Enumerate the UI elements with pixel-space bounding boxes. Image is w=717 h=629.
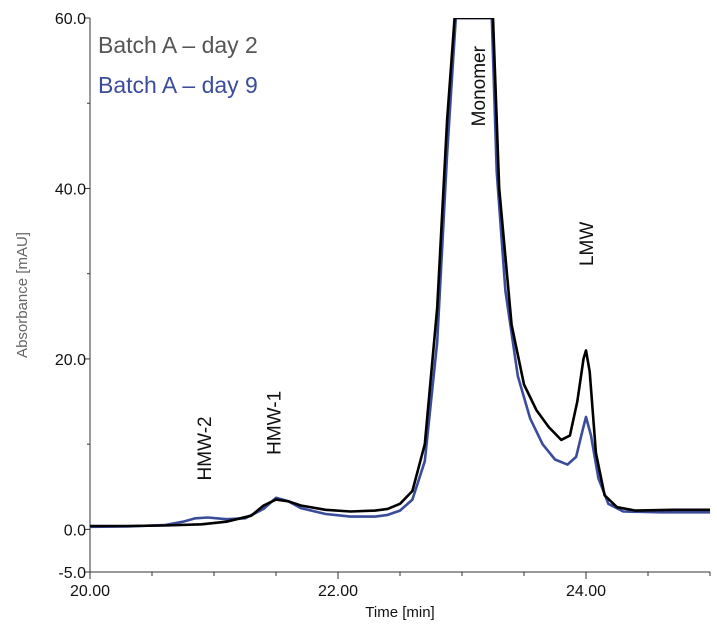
y-tick-label: 0.0 xyxy=(64,522,86,539)
y-tick-label: 60.0 xyxy=(55,11,86,28)
legend: Batch A – day 2 Batch A – day 9 xyxy=(98,32,258,98)
y-tick-label: 20.0 xyxy=(55,352,86,369)
x-tick-label: 22.00 xyxy=(318,583,358,600)
y-tick-label: -5.0 xyxy=(58,565,86,582)
peak-label-monomer: Monomer xyxy=(469,45,490,126)
series-line-day-2 xyxy=(90,18,710,528)
series-group xyxy=(90,18,710,529)
peak-label-hmw-1: HMW-1 xyxy=(265,391,286,455)
peak-label-hmw-2: HMW-2 xyxy=(195,416,216,480)
x-axis-title: Time [min] xyxy=(365,604,434,621)
axes: -5.0 0.0 20.0 40.0 60.0 20.00 22.00 24.00 xyxy=(55,11,711,600)
y-tick-label: 40.0 xyxy=(55,181,86,198)
peak-annotations: HMW-2 HMW-1 Monomer LMW xyxy=(195,45,598,480)
legend-entry: Batch A – day 9 xyxy=(98,72,258,98)
peak-label-lmw: LMW xyxy=(577,222,598,266)
x-tick-label: 20.00 xyxy=(70,583,110,600)
legend-entry: Batch A – day 2 xyxy=(98,32,258,58)
y-axis-title: Absorbance [mAU] xyxy=(14,232,31,358)
x-tick-label: 24.00 xyxy=(566,583,606,600)
